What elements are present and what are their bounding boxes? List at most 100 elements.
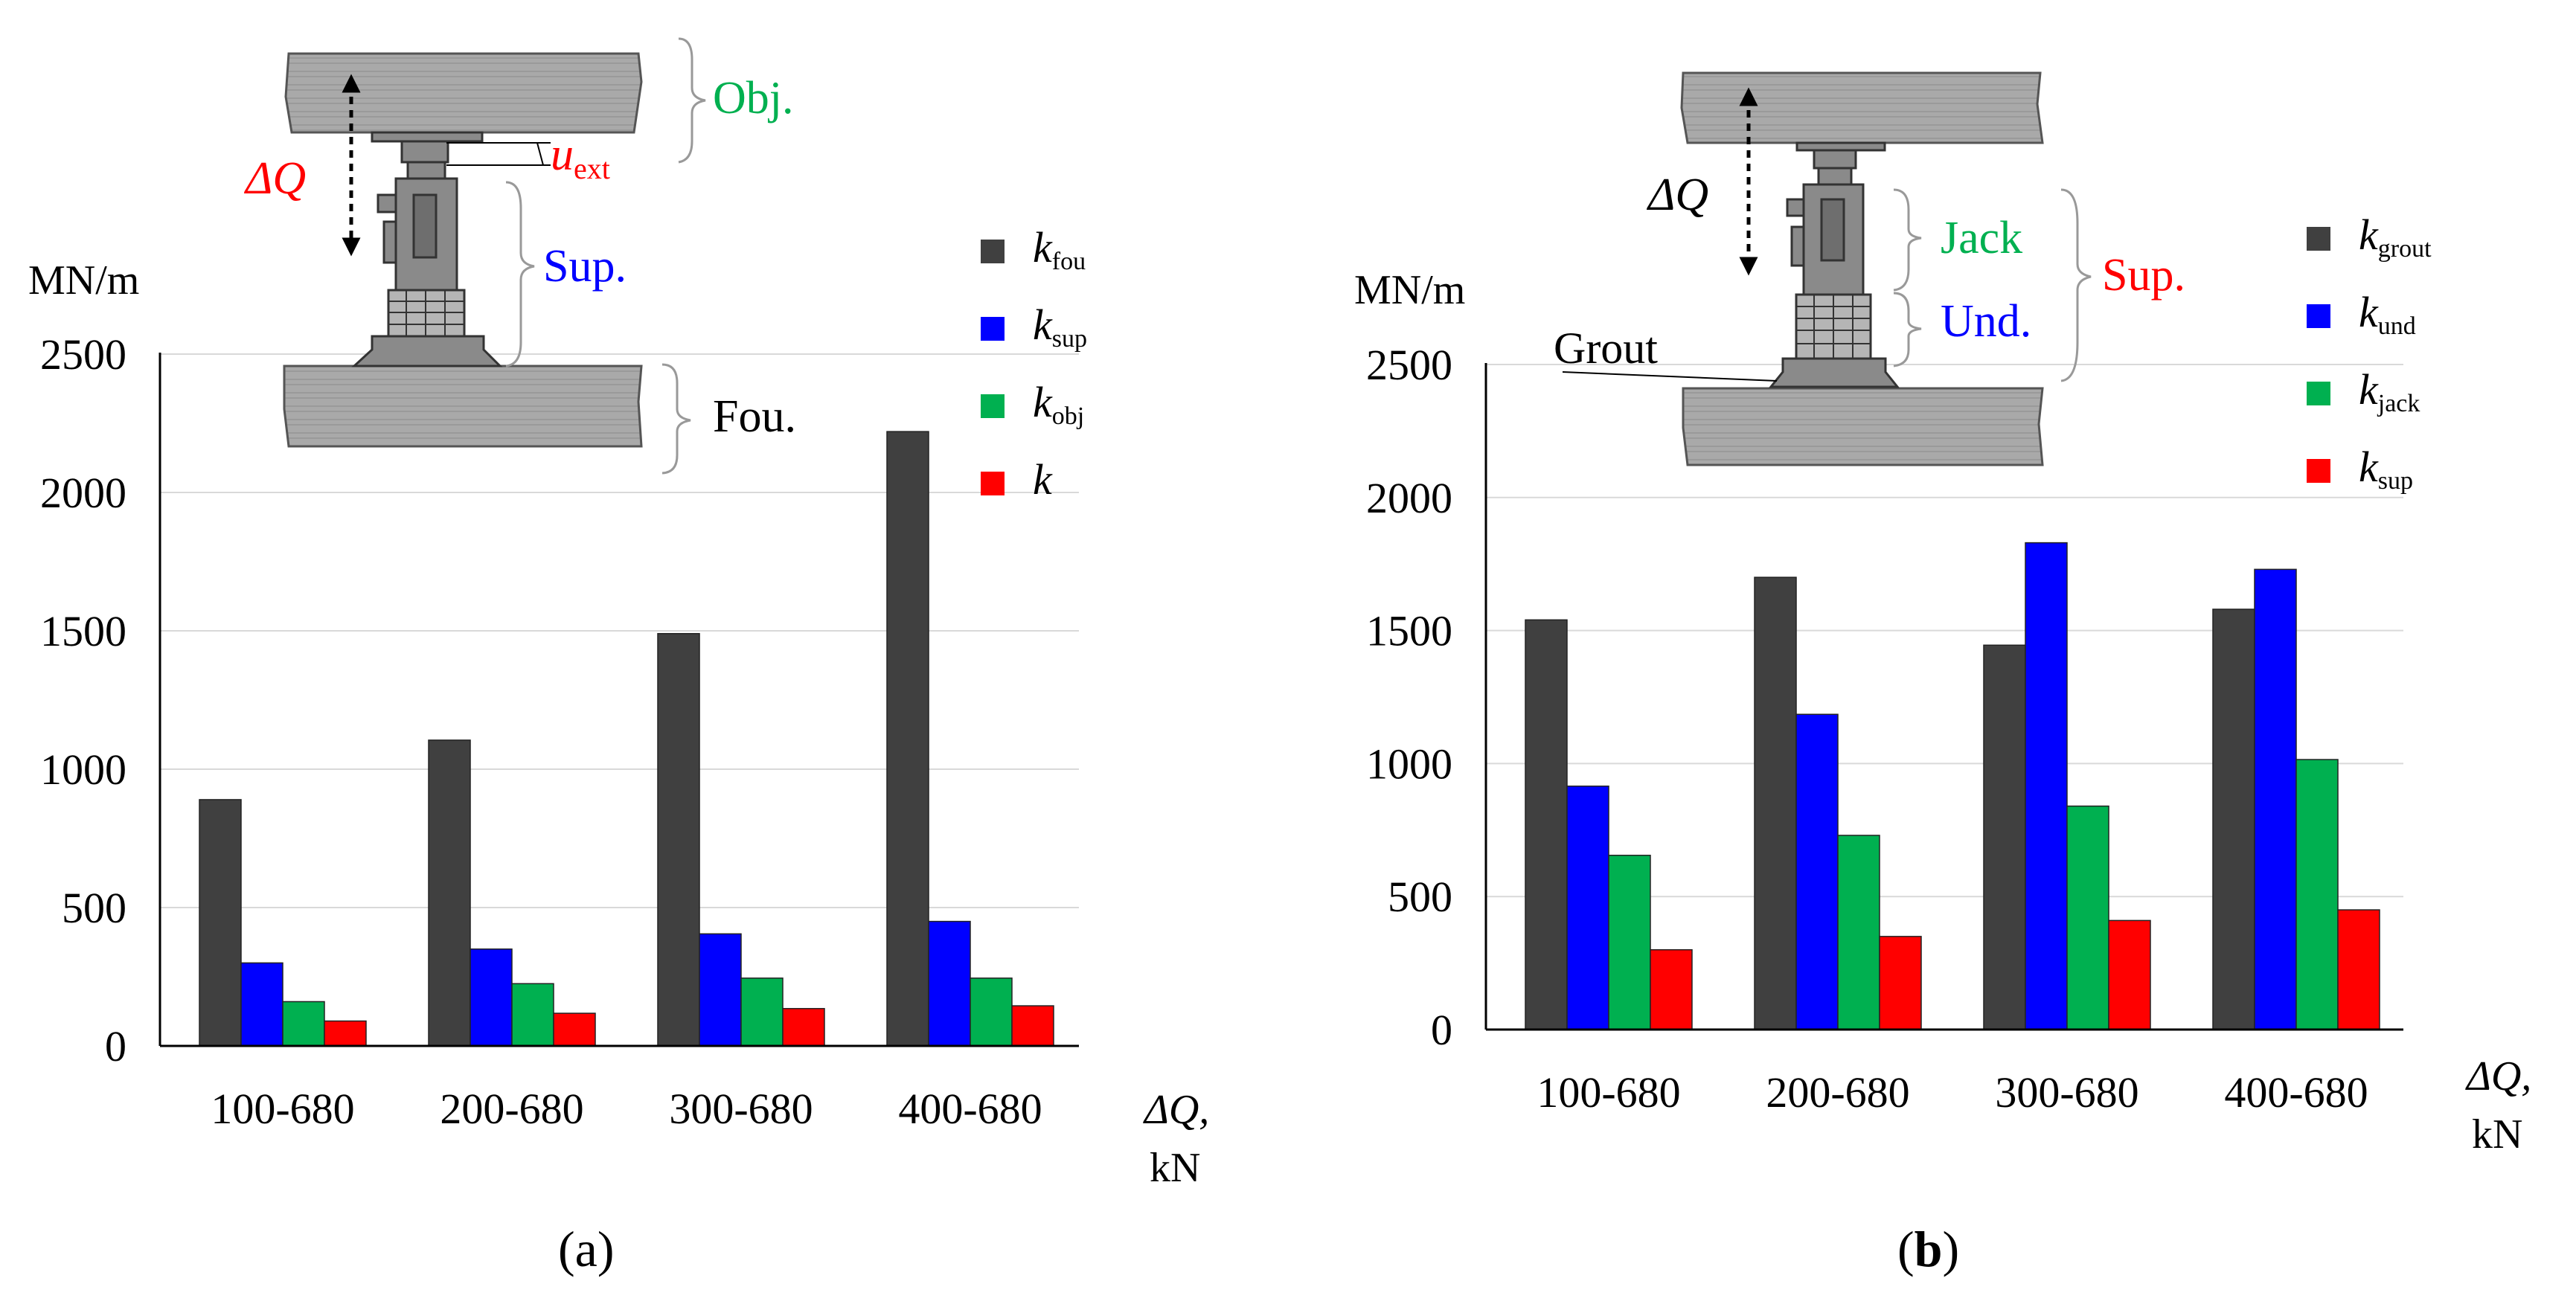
jack-support-b xyxy=(1768,141,1900,388)
bar-sup-300-680 xyxy=(699,933,742,1047)
brace-fou-a xyxy=(661,363,691,475)
xlabel-main-b: ΔQ, xyxy=(2465,1053,2531,1099)
ylabel-b: MN/m xyxy=(1354,267,1465,313)
panel-b: ΔQ Grout Jack Und. Sup. 0 500 1000 1500 2000… xyxy=(1354,71,2531,1277)
bar-grout-200-680 xyxy=(1754,577,1797,1030)
grout-leader-b xyxy=(1562,371,1778,382)
brace-sup-b xyxy=(2060,188,2092,382)
foundation-slab-a xyxy=(283,365,643,448)
y-tick-label: 2000 xyxy=(1366,474,1452,522)
bar-obj-300-680 xyxy=(740,977,784,1047)
legend-label-sup: ksup xyxy=(2359,443,2413,495)
bar-k-300-680 xyxy=(782,1008,825,1047)
bar-und-100-680 xyxy=(1566,786,1609,1030)
bars-b xyxy=(1525,542,2380,1030)
und-label-b: Und. xyxy=(1941,296,2031,347)
brace-und-b xyxy=(1893,292,1922,367)
uext-main-a: u xyxy=(551,129,574,180)
bar-und-300-680 xyxy=(2025,542,2068,1030)
x-category-label: 300-680 xyxy=(1995,1068,2138,1117)
x-category-label: 400-680 xyxy=(898,1085,1042,1133)
axis-b: 0 500 1000 1500 2000 2500 100-680 200-680 300-68… xyxy=(1366,341,2403,1117)
y-tick-label: 0 xyxy=(1431,1006,1452,1054)
x-category-label: 400-680 xyxy=(2224,1068,2368,1117)
legend-swatch-sup xyxy=(981,317,1005,341)
x-category-label: 300-680 xyxy=(669,1085,813,1133)
y-tick-label: 0 xyxy=(105,1022,126,1070)
bar-sup-200-680 xyxy=(470,948,513,1047)
obj-label-a: Obj. xyxy=(713,73,794,123)
x-category-label: 200-680 xyxy=(440,1085,583,1133)
y-tick-label: 2000 xyxy=(40,469,126,517)
bar-k-100-680 xyxy=(324,1020,367,1047)
y-tick-label: 500 xyxy=(62,884,126,932)
brace-sup-a xyxy=(505,181,535,367)
brace-obj-a xyxy=(678,37,706,164)
dq-label-b: ΔQ xyxy=(1646,170,1708,220)
bar-sup-200-680 xyxy=(1879,936,1922,1030)
jack-label-b: Jack xyxy=(1941,213,2022,263)
legend-swatch-und xyxy=(2307,304,2330,328)
panel-letter-a: a xyxy=(575,1221,597,1277)
dq-label-a: ΔQ xyxy=(243,153,306,204)
legend-swatch-k xyxy=(981,472,1005,495)
legend-label-und: kund xyxy=(2359,288,2416,340)
uext-dimension-a xyxy=(446,142,551,166)
legend-swatch-fou xyxy=(981,240,1005,263)
legend-swatch-sup xyxy=(2307,459,2330,483)
legend-b: kgrout kund kjack ksup xyxy=(2307,211,2432,495)
bar-fou-300-680 xyxy=(657,632,700,1047)
ylabel-a: MN/m xyxy=(28,257,139,304)
bar-und-400-680 xyxy=(2254,568,2297,1030)
legend-label-fou: kfou xyxy=(1033,223,1086,275)
fou-label-a: Fou. xyxy=(713,391,796,442)
foundation-slab-b xyxy=(1682,387,2044,466)
bar-sup-400-680 xyxy=(2337,909,2380,1030)
panel-label-a: (a) xyxy=(558,1221,615,1277)
xlabel-unit-b: kN xyxy=(2472,1111,2522,1158)
y-tick-label: 2500 xyxy=(1366,341,1452,389)
bar-sup-400-680 xyxy=(928,920,971,1047)
diagram-a: ΔQ uext Obj. Sup. Fou. xyxy=(243,37,796,475)
uext-sub-a: ext xyxy=(574,152,610,185)
axis-a: 0 500 1000 1500 2000 2500 100-680 200-680 300-68… xyxy=(40,330,1079,1133)
legend-swatch-jack xyxy=(2307,382,2330,405)
legend-swatch-grout xyxy=(2307,227,2330,251)
legend-label-grout: kgrout xyxy=(2359,211,2432,263)
bar-fou-200-680 xyxy=(428,739,471,1047)
bar-fou-100-680 xyxy=(199,799,242,1047)
bar-sup-300-680 xyxy=(2108,919,2151,1030)
brace-jack-b xyxy=(1893,188,1922,292)
bar-sup-100-680 xyxy=(1650,948,1693,1030)
bar-obj-200-680 xyxy=(511,983,554,1047)
x-category-label: 200-680 xyxy=(1766,1068,1909,1117)
bar-k-200-680 xyxy=(553,1012,596,1047)
bar-jack-400-680 xyxy=(2295,759,2339,1030)
legend-label-jack: kjack xyxy=(2359,365,2420,417)
y-tick-label: 1000 xyxy=(1366,739,1452,788)
bar-fou-400-680 xyxy=(886,431,929,1047)
bar-jack-100-680 xyxy=(1608,855,1651,1030)
uext-label-a: uext xyxy=(551,129,610,185)
object-slab-b xyxy=(1680,71,2044,144)
y-tick-label: 1000 xyxy=(40,745,126,794)
x-category-label: 100-680 xyxy=(211,1085,354,1133)
bar-grout-400-680 xyxy=(2212,609,2255,1030)
xlabel-unit-a: kN xyxy=(1150,1145,1200,1191)
xlabel-main-a: ΔQ, xyxy=(1143,1087,1209,1133)
sup-label-a: Sup. xyxy=(543,241,627,292)
y-tick-label: 2500 xyxy=(40,330,126,379)
legend-label-k: k xyxy=(1033,455,1053,504)
bar-obj-100-680 xyxy=(282,1001,325,1047)
grout-label-b: Grout xyxy=(1554,324,1658,373)
bars-a xyxy=(199,431,1054,1047)
bar-sup-100-680 xyxy=(240,962,283,1047)
bar-und-200-680 xyxy=(1795,713,1839,1030)
bar-obj-400-680 xyxy=(970,977,1013,1047)
legend-label-obj: kobj xyxy=(1033,378,1084,430)
y-tick-label: 1500 xyxy=(1366,607,1452,655)
bar-jack-200-680 xyxy=(1837,835,1880,1030)
panel-a: ΔQ uext Obj. Sup. Fou. 0 500 1000 1500 2000 2… xyxy=(28,37,1209,1277)
x-category-label: 100-680 xyxy=(1537,1068,1680,1117)
